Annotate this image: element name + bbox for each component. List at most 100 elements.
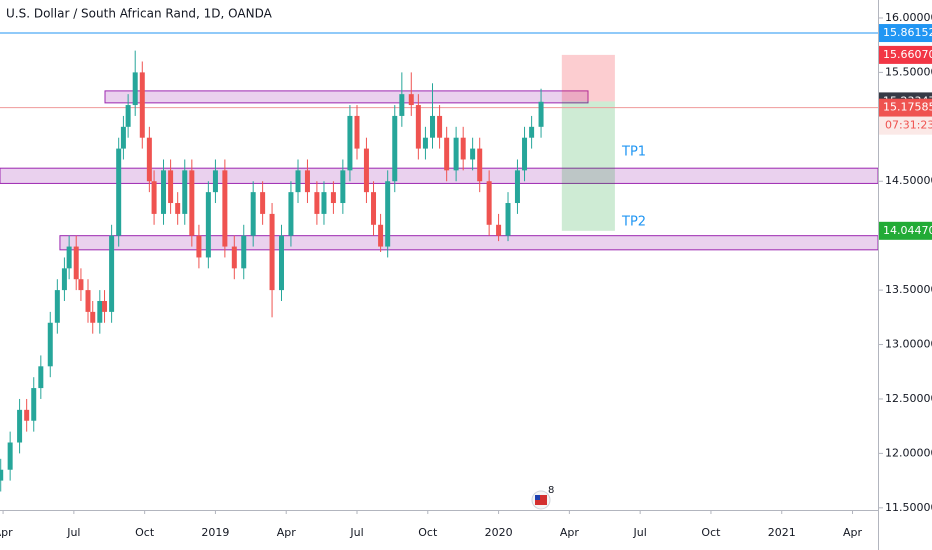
x-tick-label: Jul [66, 526, 80, 539]
zone [104, 90, 589, 104]
price-label: 15.17585 [883, 101, 932, 114]
candle-body [330, 192, 336, 204]
candle-body [415, 105, 421, 149]
candle-body [444, 137, 450, 171]
price-label-bg [879, 221, 932, 240]
x-tick-label: Apr [560, 526, 580, 539]
candle-body [241, 235, 247, 269]
candle-body [231, 246, 237, 269]
candle-body [522, 137, 528, 171]
target-zone [561, 101, 615, 231]
candle-body [430, 115, 436, 138]
price-label-bg [879, 45, 932, 64]
x-tick-label: 2019 [201, 526, 229, 539]
candle-body [47, 322, 53, 367]
candle-body [31, 388, 37, 421]
candle-body [212, 170, 218, 193]
candle-body [363, 148, 369, 193]
y-tick-label: 14.50000 [885, 174, 932, 187]
candle-body [189, 170, 195, 236]
candle-body [196, 235, 202, 258]
candle-body [78, 279, 84, 291]
price-label: 15.66070 [883, 48, 932, 61]
candle-body [538, 101, 544, 127]
x-tick-label: Oct [135, 526, 155, 539]
candle-body [295, 170, 301, 193]
candle-body [453, 137, 459, 171]
candle-body [85, 290, 91, 312]
y-tick-label: 12.00000 [885, 446, 932, 459]
candle-body [205, 192, 211, 258]
candle-body [54, 290, 60, 323]
candle-body [151, 181, 157, 214]
price-label: 15.86152 [883, 26, 932, 39]
candle-body [146, 137, 152, 182]
candle-body [120, 126, 126, 149]
x-tick-label: Jul [349, 526, 363, 539]
candle-body [399, 94, 405, 116]
candle-body [102, 300, 108, 312]
price-label: 14.04470 [883, 224, 932, 237]
candle-body [392, 115, 398, 182]
candle-body [437, 115, 443, 138]
annotation: TP1 [621, 145, 646, 160]
x-tick-label: Apr [0, 526, 13, 539]
candle-body [385, 181, 391, 247]
y-tick-label: 12.50000 [885, 392, 932, 405]
x-tick-label: Oct [701, 526, 721, 539]
event-flag [535, 495, 547, 505]
candle-body [514, 170, 520, 204]
zone [0, 167, 879, 184]
candle-body [347, 115, 353, 171]
candle-body [168, 170, 174, 204]
countdown: 07:31:23 [885, 119, 932, 132]
candle-body [486, 181, 492, 225]
event-icon[interactable]: 8 [531, 485, 554, 510]
candle-body [97, 300, 103, 323]
candle-body [182, 170, 188, 214]
candle-body [278, 235, 284, 291]
x-tick-label: Jul [633, 526, 647, 539]
candle-body [321, 192, 327, 214]
candle-body [61, 268, 67, 291]
candle-body [24, 409, 30, 421]
candle-body [222, 170, 228, 247]
candle-body [250, 192, 256, 236]
y-tick-label: 11.50000 [885, 501, 932, 514]
candle-body [109, 235, 115, 312]
x-tick-label: Apr [277, 526, 297, 539]
event-badge: 8 [548, 485, 554, 496]
event-flag-canton [535, 495, 540, 500]
plot-area [0, 32, 879, 492]
candle-body [38, 366, 44, 389]
candle-body [354, 115, 360, 149]
candle-body [17, 409, 23, 443]
candle-body [0, 469, 4, 481]
candle-body [422, 137, 428, 149]
y-tick-label: 13.00000 [885, 338, 932, 351]
y-tick-label: 13.50000 [885, 283, 932, 296]
candle-body [304, 170, 310, 193]
candle-body [288, 192, 294, 236]
countdown-bg [879, 116, 932, 135]
candle-body [496, 224, 502, 236]
candle-body [260, 192, 266, 214]
candle-body [314, 192, 320, 214]
candle-body [66, 246, 72, 269]
x-tick-label: 2021 [768, 526, 796, 539]
candle-body [139, 72, 145, 138]
candle-body [132, 72, 138, 106]
candle-body [125, 105, 131, 127]
y-tick-label: 16.00000 [885, 11, 932, 24]
candle-body [505, 203, 511, 236]
candle-body [460, 137, 466, 160]
candle-body [175, 203, 181, 214]
x-tick-label: Apr [843, 526, 863, 539]
candle-body [116, 148, 122, 236]
x-tick-label: Oct [418, 526, 438, 539]
candle-body [371, 192, 377, 225]
candle-body [477, 148, 483, 182]
candle-body [470, 148, 476, 160]
